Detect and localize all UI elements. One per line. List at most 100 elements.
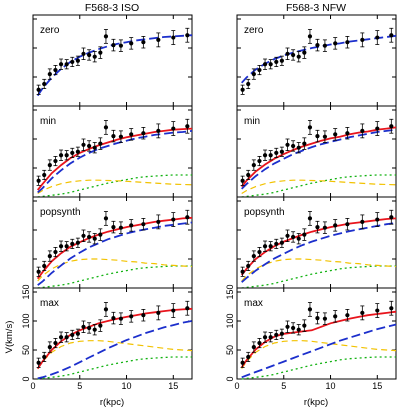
data-point bbox=[307, 302, 313, 317]
data-point bbox=[257, 246, 262, 258]
data-point bbox=[345, 127, 350, 140]
data-marker bbox=[64, 244, 69, 249]
data-point bbox=[70, 147, 75, 158]
data-point bbox=[36, 357, 41, 368]
data-point bbox=[64, 241, 69, 252]
data-marker bbox=[360, 128, 365, 133]
data-point bbox=[274, 56, 279, 67]
data-marker bbox=[375, 308, 380, 313]
data-marker bbox=[279, 331, 284, 336]
data-point bbox=[307, 29, 313, 44]
data-point bbox=[47, 159, 52, 171]
data-point bbox=[129, 37, 134, 50]
data-point bbox=[268, 332, 273, 343]
data-point bbox=[279, 328, 284, 339]
data-marker bbox=[64, 62, 69, 67]
data-marker bbox=[129, 41, 134, 46]
data-point bbox=[333, 128, 338, 141]
data-marker bbox=[70, 150, 75, 156]
data-marker bbox=[246, 263, 251, 269]
data-marker bbox=[375, 126, 380, 131]
data-marker bbox=[53, 340, 58, 346]
data-point bbox=[246, 351, 251, 363]
data-marker bbox=[129, 223, 134, 228]
halo-curve bbox=[37, 130, 193, 194]
gas-curve bbox=[241, 174, 396, 198]
data-marker bbox=[171, 217, 176, 222]
data-marker bbox=[129, 132, 134, 137]
data-marker bbox=[171, 126, 176, 131]
total-curve bbox=[240, 217, 397, 276]
data-point bbox=[285, 229, 290, 243]
data-point bbox=[279, 146, 284, 157]
data-point bbox=[296, 51, 301, 63]
data-point bbox=[141, 217, 146, 231]
data-marker bbox=[296, 145, 301, 150]
data-point bbox=[345, 36, 350, 49]
data-point bbox=[92, 142, 97, 154]
data-point bbox=[118, 221, 124, 234]
x-tick-label: 5 bbox=[281, 381, 286, 391]
data-marker bbox=[240, 269, 245, 274]
data-point bbox=[36, 175, 41, 186]
data-marker bbox=[111, 316, 116, 321]
data-marker bbox=[53, 158, 58, 164]
data-point bbox=[274, 147, 279, 158]
panel-label: max bbox=[40, 298, 59, 309]
data-marker bbox=[274, 59, 279, 65]
data-marker bbox=[389, 215, 394, 220]
data-marker bbox=[87, 325, 92, 331]
data-point bbox=[322, 39, 328, 52]
data-point bbox=[315, 129, 320, 143]
data-marker bbox=[262, 153, 268, 158]
data-marker bbox=[345, 131, 350, 136]
data-marker bbox=[42, 263, 47, 269]
data-point bbox=[279, 55, 284, 66]
data-marker bbox=[47, 345, 52, 350]
data-marker bbox=[36, 178, 41, 183]
gas-curve bbox=[37, 356, 192, 380]
data-point bbox=[75, 55, 80, 66]
data-point bbox=[42, 169, 47, 181]
data-point bbox=[322, 221, 328, 234]
data-marker bbox=[156, 219, 161, 224]
data-point bbox=[103, 120, 109, 135]
data-point bbox=[53, 337, 58, 349]
data-marker bbox=[333, 41, 338, 46]
data-point bbox=[307, 211, 313, 226]
data-point bbox=[246, 78, 251, 89]
halo-curve bbox=[37, 320, 193, 380]
data-point bbox=[302, 319, 307, 332]
data-marker bbox=[58, 335, 64, 340]
panel-label: max bbox=[244, 298, 263, 309]
y-tick-label: 100 bbox=[225, 313, 235, 328]
data-point bbox=[333, 219, 338, 232]
data-marker bbox=[257, 340, 262, 346]
disk-curve bbox=[241, 258, 397, 282]
data-marker bbox=[285, 324, 290, 329]
data-marker bbox=[240, 87, 245, 92]
data-point bbox=[75, 328, 80, 339]
data-marker bbox=[103, 307, 109, 312]
data-point bbox=[75, 237, 80, 248]
data-marker bbox=[296, 54, 301, 59]
data-marker bbox=[42, 81, 47, 87]
data-marker bbox=[42, 172, 47, 178]
data-marker bbox=[87, 52, 92, 58]
data-marker bbox=[141, 222, 146, 227]
halo-curve bbox=[37, 221, 193, 286]
y-axis-label: V(km/s) bbox=[4, 321, 15, 354]
data-point bbox=[70, 56, 75, 67]
data-marker bbox=[345, 40, 350, 45]
data-point bbox=[53, 155, 58, 167]
data-marker bbox=[240, 178, 245, 183]
panel-label: zero bbox=[244, 25, 264, 36]
data-point bbox=[333, 37, 338, 50]
data-marker bbox=[333, 223, 338, 228]
panel-nfw-zero: zero bbox=[236, 14, 397, 107]
data-point bbox=[47, 250, 52, 262]
data-marker bbox=[389, 124, 394, 129]
x-tick-label: 15 bbox=[168, 381, 178, 391]
data-marker bbox=[274, 241, 279, 247]
